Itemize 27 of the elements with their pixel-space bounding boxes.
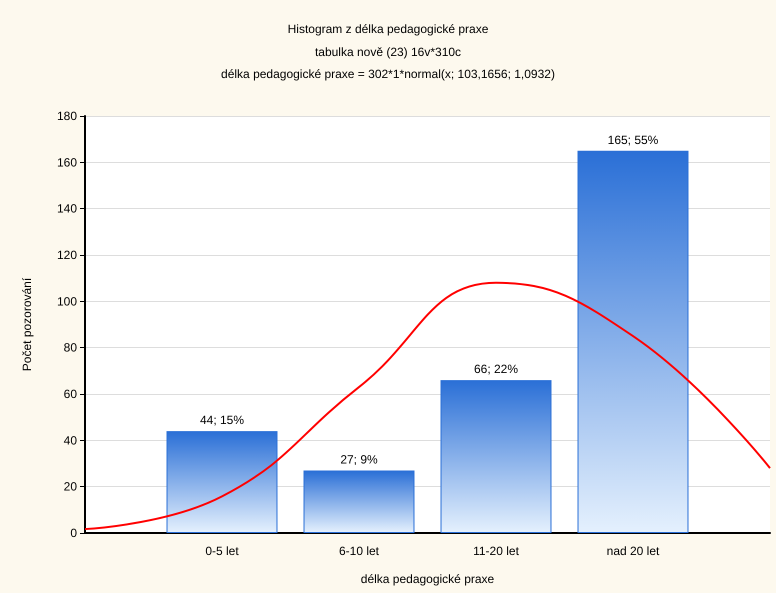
data-label: 44; 15%: [200, 413, 244, 428]
bar: [166, 431, 278, 533]
x-tick-label: 11-20 let: [473, 544, 520, 558]
y-tick-label: 100: [56, 294, 78, 308]
data-label: 27; 9%: [340, 452, 378, 466]
y-tick-label: 80: [64, 340, 78, 355]
chart-title: Histogram z délka pedagogické praxe: [288, 22, 489, 36]
data-label: 165; 55%: [608, 132, 659, 147]
data-label: 66; 22%: [474, 362, 518, 376]
y-tick-label: 40: [64, 433, 78, 448]
x-tick-label: 6-10 let: [338, 544, 380, 558]
y-tick-label: 0: [70, 526, 78, 540]
y-axis-title: Počet pozorování: [20, 277, 34, 372]
y-tick-label: 160: [56, 155, 78, 170]
x-tick-label: 0-5 let: [205, 544, 240, 558]
x-tick-label: nad 20 let: [606, 544, 660, 558]
bar: [440, 380, 552, 533]
line-series: [84, 282, 771, 530]
y-tick-label: 20: [64, 480, 78, 494]
bar: [578, 150, 688, 533]
chart-subtitle: tabulka nově (23) 16v*310c délka pedagogické praxe = 302*1*normal(x; 103,1656; 1,0932): [221, 45, 555, 81]
y-tick-label: 120: [56, 248, 78, 262]
y-tick-label: 180: [56, 109, 78, 123]
bar: [304, 470, 414, 533]
y-tick-label: 140: [56, 202, 78, 216]
y-tick-label: 60: [64, 387, 78, 401]
x-axis-title: délka pedagogické praxe: [360, 572, 495, 586]
